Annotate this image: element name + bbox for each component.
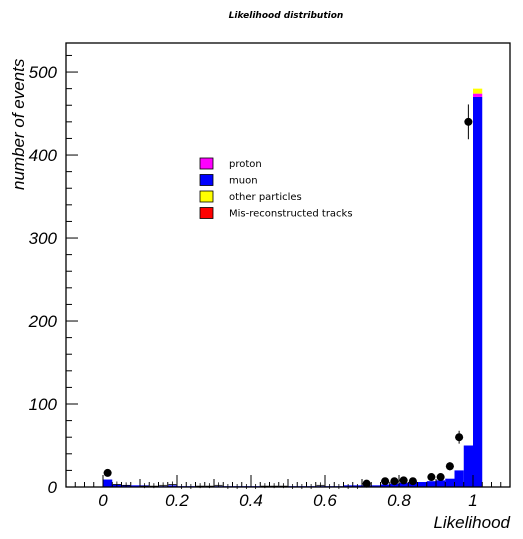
data-point	[390, 477, 399, 486]
y-tick-label: 200	[28, 312, 58, 331]
y-tick-label: 100	[29, 395, 58, 414]
y-tick-label: 300	[29, 229, 58, 248]
bar	[417, 482, 427, 487]
bar	[380, 484, 390, 487]
bar	[389, 483, 399, 487]
data-point	[427, 473, 436, 482]
data-point	[464, 104, 473, 140]
error-cross	[168, 481, 177, 487]
legend-label: other particles	[229, 192, 302, 203]
legend-label: muon	[229, 176, 258, 187]
y-tick-label: 500	[29, 63, 58, 82]
data-point	[362, 479, 371, 488]
chart-title: Likelihood distribution	[229, 11, 344, 21]
y-tick-label: 0	[48, 478, 58, 497]
error-crosses	[112, 481, 362, 489]
x-tick-label: 0	[98, 491, 108, 510]
y-axis-ticks: 0 100 200 300 400 500	[28, 54, 78, 497]
bar	[445, 478, 455, 487]
data-point	[408, 477, 417, 486]
legend-label: proton	[229, 159, 262, 170]
bar	[436, 480, 446, 487]
x-tick-label: 0.6	[313, 491, 337, 510]
legend: proton muon other particles Mis-reconstruct…	[199, 157, 353, 220]
bar	[473, 96, 483, 488]
legend-label: Mis-reconstructed tracks	[229, 209, 353, 220]
bar	[399, 482, 409, 487]
legend-entry: muon	[199, 174, 258, 187]
legend-swatch	[199, 190, 214, 203]
data-points	[103, 104, 473, 488]
bar	[371, 485, 381, 487]
bar	[103, 479, 113, 487]
bar	[473, 93, 483, 97]
x-tick-label: 0.4	[239, 491, 263, 510]
legend-entry: proton	[199, 157, 262, 170]
bar	[454, 470, 464, 487]
plot-frame	[65, 42, 511, 488]
error-cross	[112, 481, 121, 487]
x-tick-label: 0.8	[387, 491, 411, 510]
bar	[130, 485, 140, 487]
data-point	[399, 476, 408, 485]
x-tick-label: 1	[468, 491, 477, 510]
legend-entry: Mis-reconstructed tracks	[199, 207, 353, 220]
x-tick-label: 0.2	[165, 491, 189, 510]
data-point	[445, 462, 454, 471]
bar	[463, 445, 473, 487]
bar	[426, 481, 436, 487]
legend-swatch	[199, 157, 214, 170]
data-point	[103, 468, 112, 477]
x-axis-label: Likelihood	[433, 513, 510, 532]
legend-swatch	[199, 174, 214, 186]
data-point	[436, 473, 445, 482]
data-point	[455, 430, 464, 444]
y-tick-label: 400	[29, 146, 58, 165]
histogram-bars	[103, 88, 483, 488]
data-point	[381, 477, 390, 486]
bar	[473, 88, 483, 94]
legend-swatch	[199, 207, 214, 219]
legend-entry: other particles	[199, 190, 302, 203]
x-axis-ticks: 0 0.2 0.4 0.6 0.8 1	[65, 475, 511, 510]
y-axis-label: number of events	[9, 58, 28, 190]
